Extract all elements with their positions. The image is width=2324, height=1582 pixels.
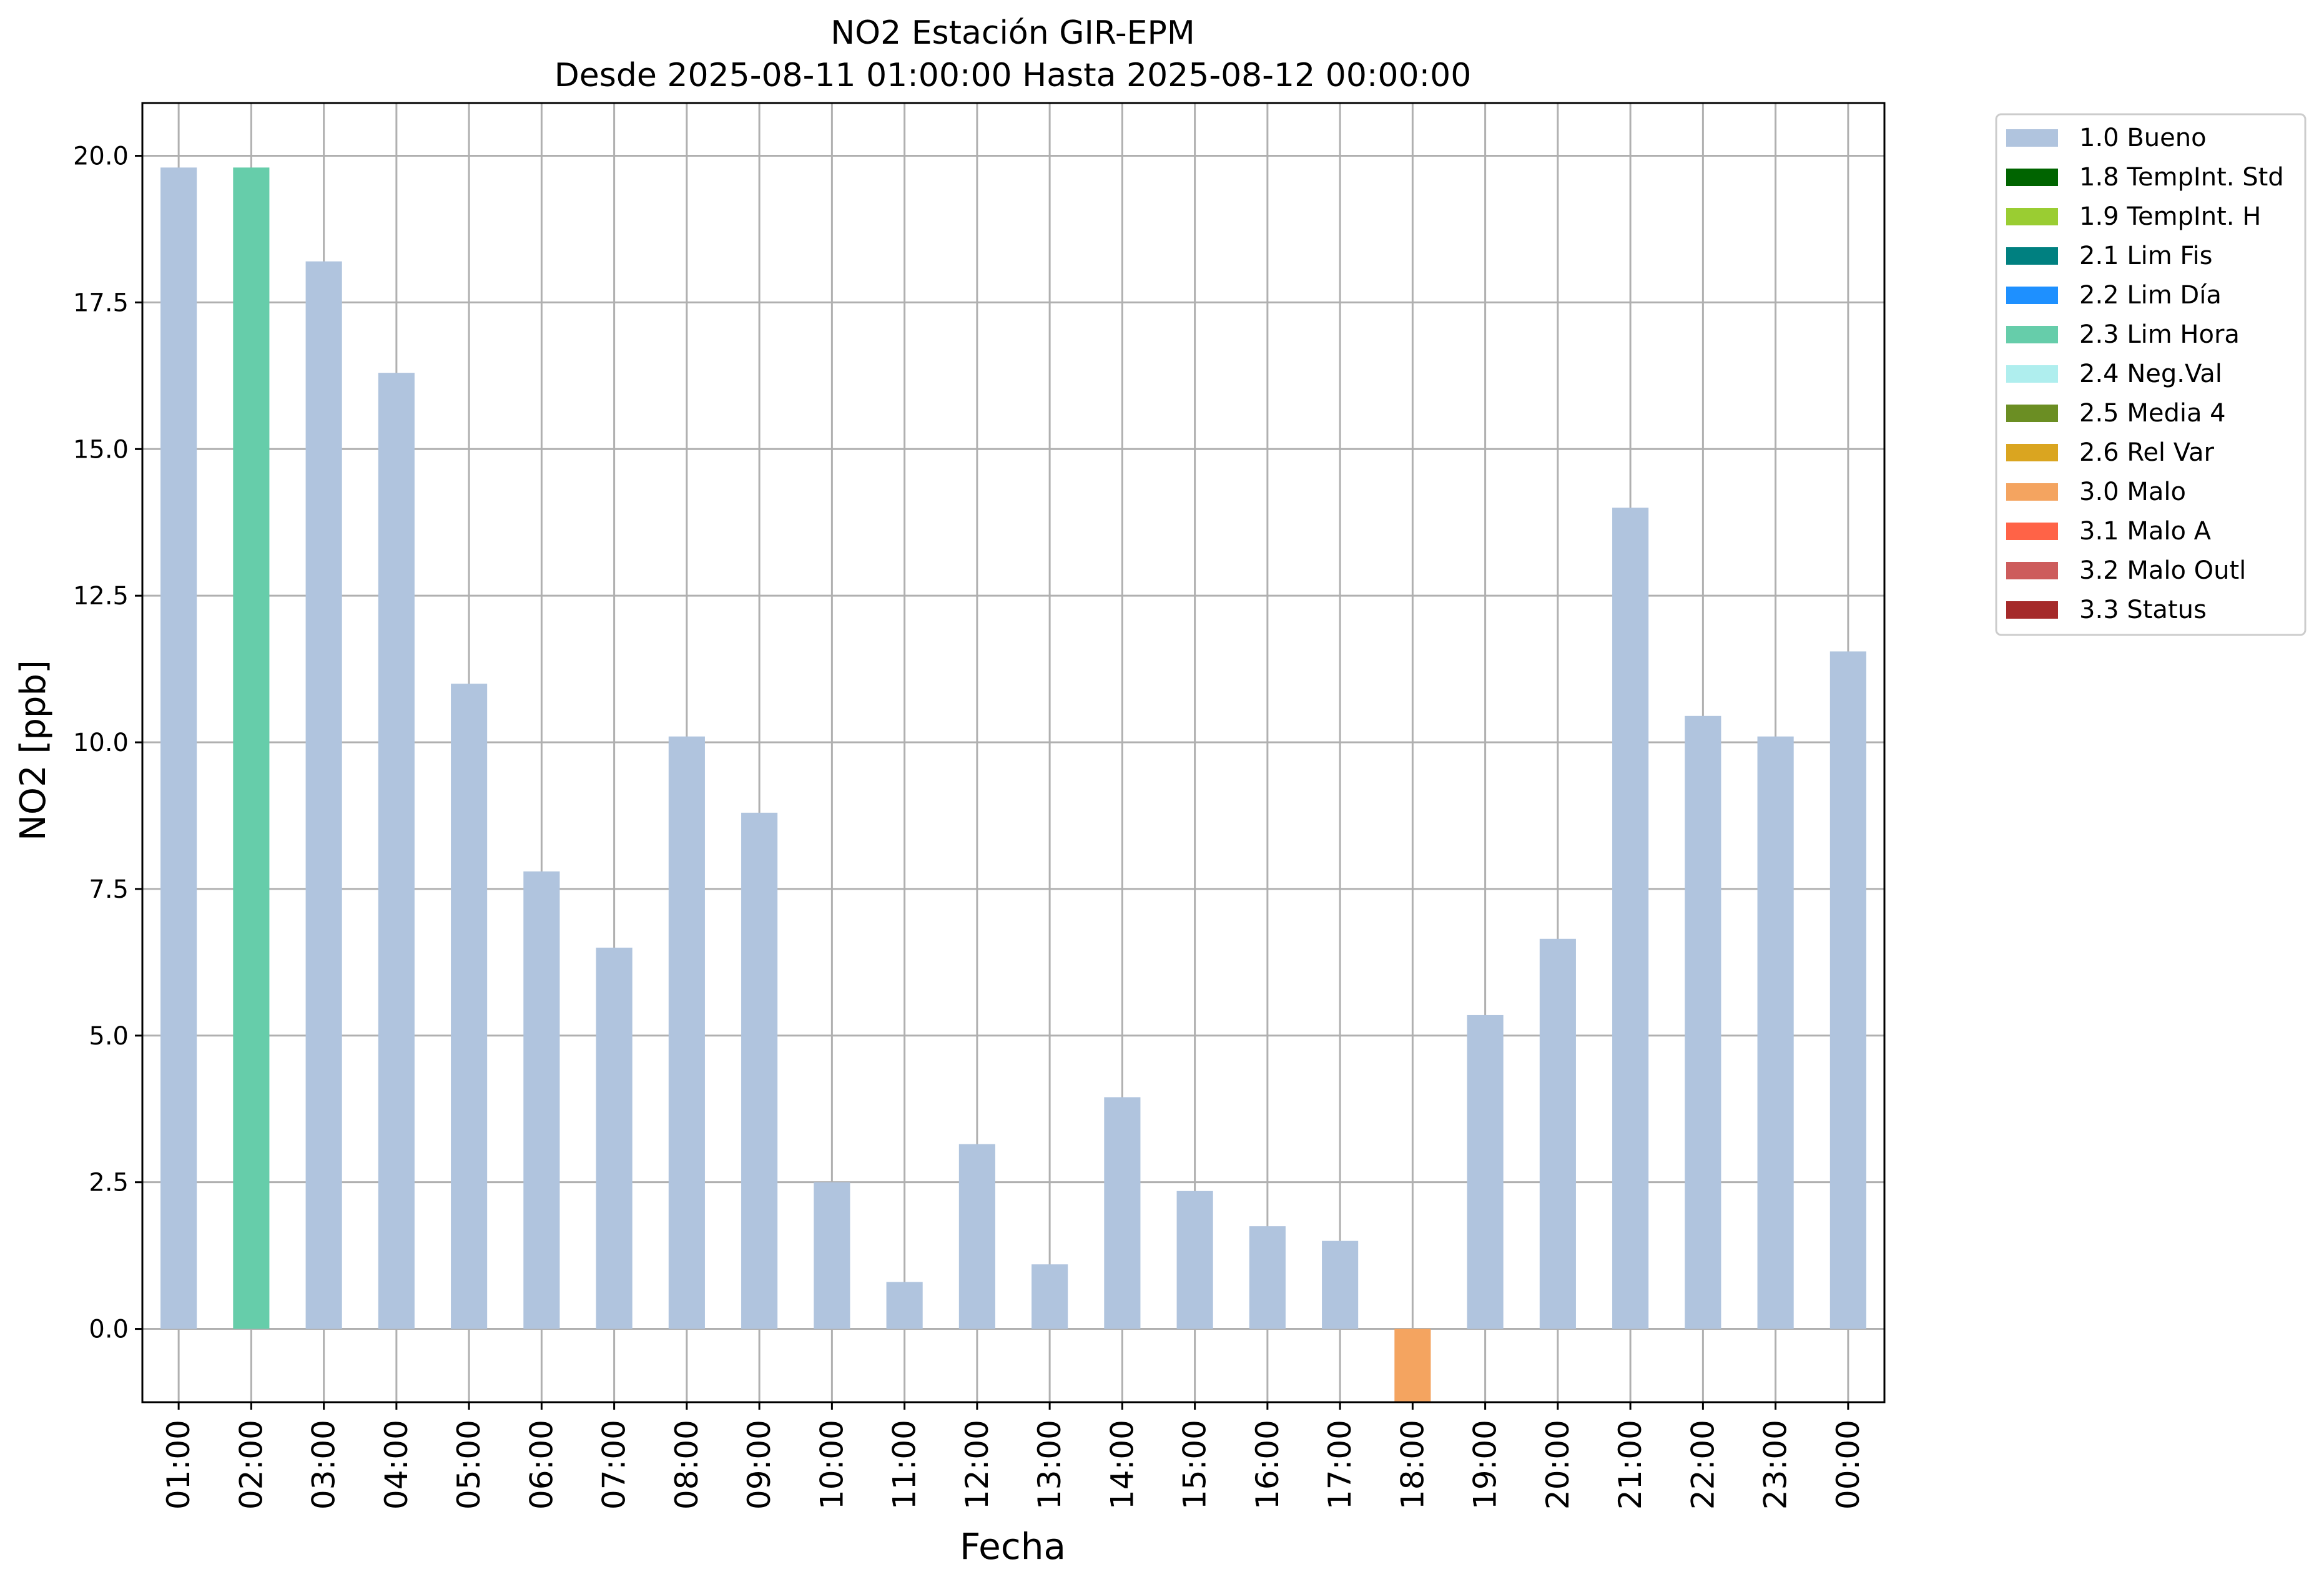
bar: [1032, 1264, 1068, 1329]
bar: [305, 261, 342, 1329]
legend-swatch: [2006, 523, 2058, 540]
x-tick-label: 14:00: [1104, 1420, 1140, 1510]
bar: [1685, 715, 1721, 1329]
legend-items: 1.0 Bueno 1.8 TempInt. Std 1.9 TempInt. H 2…: [2006, 124, 2284, 624]
bar: [1322, 1241, 1359, 1329]
x-tick-label: 01:00: [160, 1420, 197, 1510]
legend-swatch: [2006, 326, 2058, 343]
legend-label: 2.2 Lim Día: [2079, 281, 2222, 310]
x-tick-label: 00:00: [1830, 1420, 1866, 1510]
legend-label: 1.0 Bueno: [2079, 124, 2207, 152]
legend-swatch: [2006, 129, 2058, 147]
x-tick-label: 18:00: [1394, 1420, 1430, 1510]
y-tick-label: 17.5: [73, 288, 129, 317]
x-tick-label: 07:00: [596, 1420, 633, 1510]
x-tick-label: 20:00: [1540, 1420, 1576, 1510]
x-tick-label: 16:00: [1249, 1420, 1286, 1510]
legend-label: 3.0 Malo: [2079, 478, 2186, 506]
bar: [451, 684, 488, 1329]
y-axis-ticks: 0.0 2.5 5.0 7.5 10.0 12.5 15.0 17.5 20.0: [73, 142, 142, 1344]
legend-swatch: [2006, 247, 2058, 265]
bar: [741, 812, 778, 1329]
bar: [886, 1282, 923, 1329]
bar: [1757, 736, 1794, 1329]
x-tick-label: 19:00: [1467, 1420, 1504, 1510]
x-tick-label: 05:00: [451, 1420, 487, 1510]
bars: [160, 167, 1866, 1402]
y-tick-label: 12.5: [73, 582, 129, 611]
bar: [1829, 651, 1866, 1329]
bar: [596, 947, 633, 1329]
x-tick-label: 04:00: [378, 1420, 415, 1510]
legend-label: 3.3 Status: [2079, 596, 2207, 624]
y-tick-label: 0.0: [89, 1315, 129, 1344]
legend-swatch: [2006, 562, 2058, 579]
legend-label: 3.1 Malo A: [2079, 517, 2212, 546]
bar: [1467, 1015, 1504, 1329]
chart-title-line1: NO2 Estación GIR-EPM: [830, 14, 1194, 52]
x-tick-label: 13:00: [1032, 1420, 1068, 1510]
x-tick-label: 15:00: [1177, 1420, 1213, 1510]
y-tick-label: 5.0: [89, 1022, 129, 1051]
legend-swatch: [2006, 169, 2058, 186]
legend-swatch: [2006, 444, 2058, 461]
bar: [1612, 508, 1649, 1329]
legend-swatch: [2006, 405, 2058, 422]
bar: [378, 373, 415, 1329]
bar: [1104, 1097, 1141, 1329]
legend-swatch: [2006, 287, 2058, 304]
bar: [1249, 1226, 1286, 1329]
legend-frame: [1995, 113, 2307, 636]
y-axis-label: NO2 [ppb]: [13, 660, 54, 841]
x-tick-label: 02:00: [233, 1420, 269, 1510]
y-tick-label: 7.5: [89, 875, 129, 904]
x-tick-label: 22:00: [1685, 1420, 1721, 1510]
x-tick-label: 17:00: [1322, 1420, 1358, 1510]
y-tick-label: 20.0: [73, 142, 129, 171]
bar: [1394, 1329, 1431, 1402]
legend-label: 3.2 Malo Outl: [2079, 556, 2246, 585]
legend: 1.0 Bueno 1.8 TempInt. Std 1.9 TempInt. H 2…: [1995, 113, 2307, 636]
bar: [814, 1182, 850, 1329]
legend-label: 2.5 Media 4: [2079, 399, 2226, 428]
plot-frame: [141, 102, 1886, 1403]
bar: [160, 167, 197, 1329]
x-tick-label: 21:00: [1612, 1420, 1648, 1510]
bar: [233, 167, 270, 1329]
legend-label: 2.6 Rel Var: [2079, 438, 2215, 467]
bar: [1176, 1191, 1213, 1329]
x-axis-label: Fecha: [960, 1525, 1066, 1568]
legend-label: 2.3 Lim Hora: [2079, 320, 2240, 349]
y-tick-label: 10.0: [73, 729, 129, 757]
x-axis-ticks: 01:00 02:00 03:00 04:00 05:00 06:00 07:00 08:00…: [160, 1402, 1866, 1510]
legend-swatch: [2006, 365, 2058, 383]
legend-swatch: [2006, 601, 2058, 619]
x-tick-label: 09:00: [741, 1420, 777, 1510]
legend-swatch: [2006, 208, 2058, 225]
x-tick-label: 11:00: [887, 1420, 923, 1510]
bar: [958, 1144, 995, 1329]
legend-label: 2.1 Lim Fis: [2079, 242, 2212, 270]
x-tick-label: 06:00: [523, 1420, 559, 1510]
x-tick-label: 10:00: [814, 1420, 850, 1510]
x-tick-label: 03:00: [306, 1420, 342, 1510]
x-tick-label: 12:00: [959, 1420, 995, 1510]
legend-label: 1.8 TempInt. Std: [2079, 163, 2284, 192]
legend-label: 1.9 TempInt. H: [2079, 202, 2261, 231]
legend-swatch: [2006, 483, 2058, 501]
legend-label: 2.4 Neg.Val: [2079, 360, 2222, 388]
x-tick-label: 08:00: [669, 1420, 705, 1510]
bar: [668, 736, 705, 1329]
y-tick-label: 2.5: [89, 1169, 129, 1197]
y-tick-label: 15.0: [73, 435, 129, 464]
chart-title-line2: Desde 2025-08-11 01:00:00 Hasta 2025-08-…: [554, 57, 1472, 94]
bar: [1539, 938, 1576, 1329]
x-tick-label: 23:00: [1758, 1420, 1794, 1510]
bar: [523, 871, 560, 1329]
